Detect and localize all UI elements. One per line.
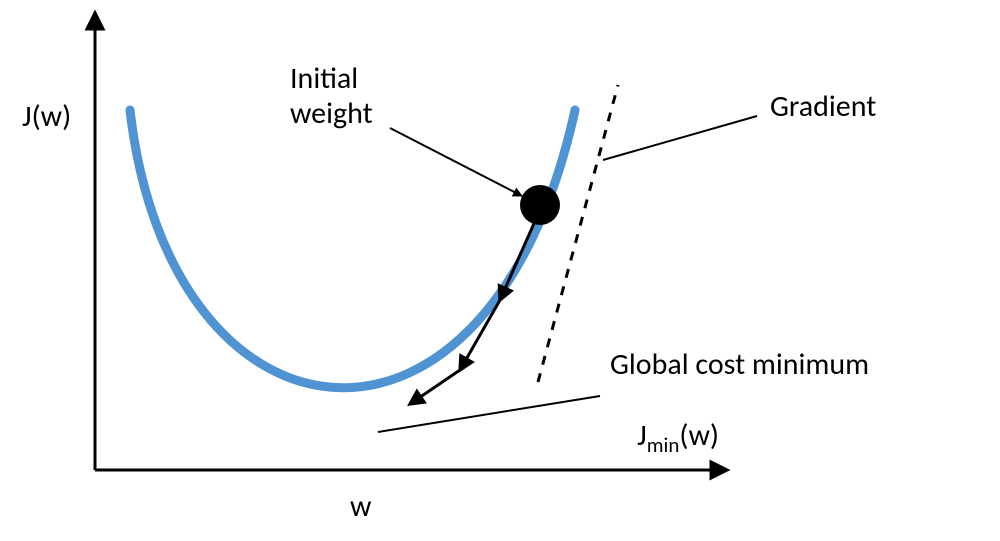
leader-gradient bbox=[603, 116, 757, 160]
jmin-prefix: J bbox=[637, 417, 647, 454]
initial-weight-point bbox=[520, 185, 560, 225]
x-axis-label: w bbox=[350, 490, 371, 525]
global-minimum-label-line1: Global cost minimum bbox=[610, 348, 869, 383]
jmin-sub: min bbox=[647, 432, 680, 458]
descent-steps bbox=[410, 210, 540, 404]
gradient-label: Gradient bbox=[770, 90, 876, 125]
y-axis-label: J(w) bbox=[22, 100, 71, 135]
gradient-descent-diagram bbox=[0, 0, 1000, 541]
jmin-suffix: (w) bbox=[679, 417, 719, 454]
initial-weight-label: Initial weight bbox=[290, 62, 373, 131]
gradient-tangent-line bbox=[538, 85, 618, 382]
cost-curve bbox=[130, 110, 575, 388]
global-minimum-label-line2: Jmin(w) bbox=[610, 384, 719, 491]
leader-initial-weight bbox=[390, 128, 522, 196]
